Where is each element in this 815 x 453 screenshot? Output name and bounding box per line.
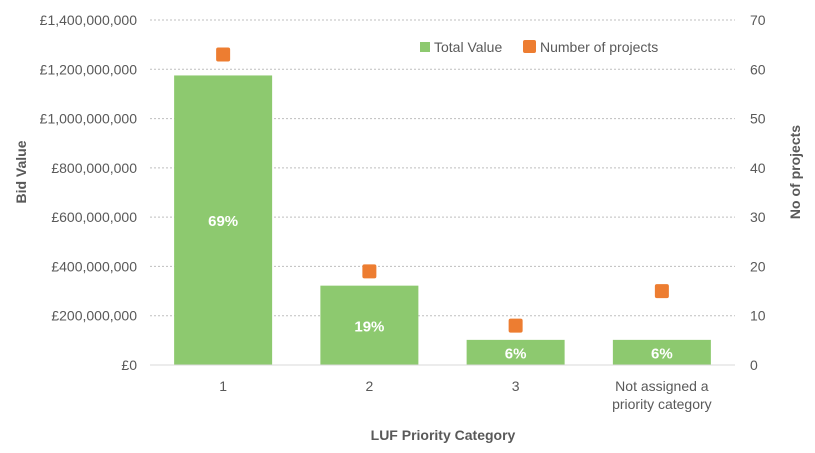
bar-data-label: 6% (651, 345, 673, 362)
x-tick-label: Not assigned a priority category (612, 378, 712, 412)
y-tick-label: £200,000,000 (51, 308, 137, 324)
y2-tick-label: 0 (750, 357, 758, 373)
y2-tick-label: 70 (750, 12, 766, 28)
bar (612, 339, 711, 365)
y-tick-label: £1,000,000,000 (40, 111, 138, 127)
y2-tick-label: 30 (750, 209, 766, 225)
y-axis-right-ticks: 0 10 20 30 40 50 60 70 (750, 12, 766, 373)
legend-swatch-total-value (420, 42, 430, 52)
bar-data-label: 19% (354, 318, 384, 335)
y-tick-label: £0 (121, 357, 137, 373)
x-tick-label: 1 (219, 378, 227, 394)
bars-total-value: 69% 19% 6% 6% (174, 75, 711, 366)
y2-tick-label: 60 (750, 61, 766, 77)
y2-tick-label: 10 (750, 308, 766, 324)
y-tick-label: £400,000,000 (51, 258, 137, 274)
legend: Total Value Number of projects (420, 39, 658, 55)
y-axis-right-title: No of projects (787, 125, 803, 219)
bar (466, 339, 565, 365)
bar-data-label: 69% (208, 213, 238, 230)
marker-point (362, 264, 377, 279)
x-axis-title: LUF Priority Category (371, 427, 516, 443)
marker-point (216, 47, 231, 62)
marker-point (508, 318, 523, 333)
y-axis-left-title: Bid Value (13, 140, 29, 203)
y2-tick-label: 50 (750, 111, 766, 127)
bar-data-label: 6% (505, 345, 527, 362)
y-axis-left-ticks: £0 £200,000,000 £400,000,000 £600,000,000 £8… (40, 12, 138, 373)
y2-tick-label: 20 (750, 258, 766, 274)
bar (174, 75, 273, 366)
y-tick-label: £800,000,000 (51, 160, 137, 176)
y2-tick-label: 40 (750, 160, 766, 176)
x-tick-label: 2 (365, 378, 373, 394)
legend-label-number-of-projects: Number of projects (540, 39, 658, 55)
legend-label-total-value: Total Value (434, 39, 502, 55)
y-tick-label: £600,000,000 (51, 209, 137, 225)
bar (320, 285, 419, 365)
marker-point (654, 284, 669, 299)
legend-swatch-number-of-projects (523, 40, 536, 53)
x-axis-ticks: 1 2 3 Not assigned a priority category (219, 378, 711, 412)
y-tick-label: £1,200,000,000 (40, 61, 138, 77)
markers-number-of-projects (216, 47, 669, 333)
y-tick-label: £1,400,000,000 (40, 12, 138, 28)
x-tick-label: 3 (512, 378, 520, 394)
